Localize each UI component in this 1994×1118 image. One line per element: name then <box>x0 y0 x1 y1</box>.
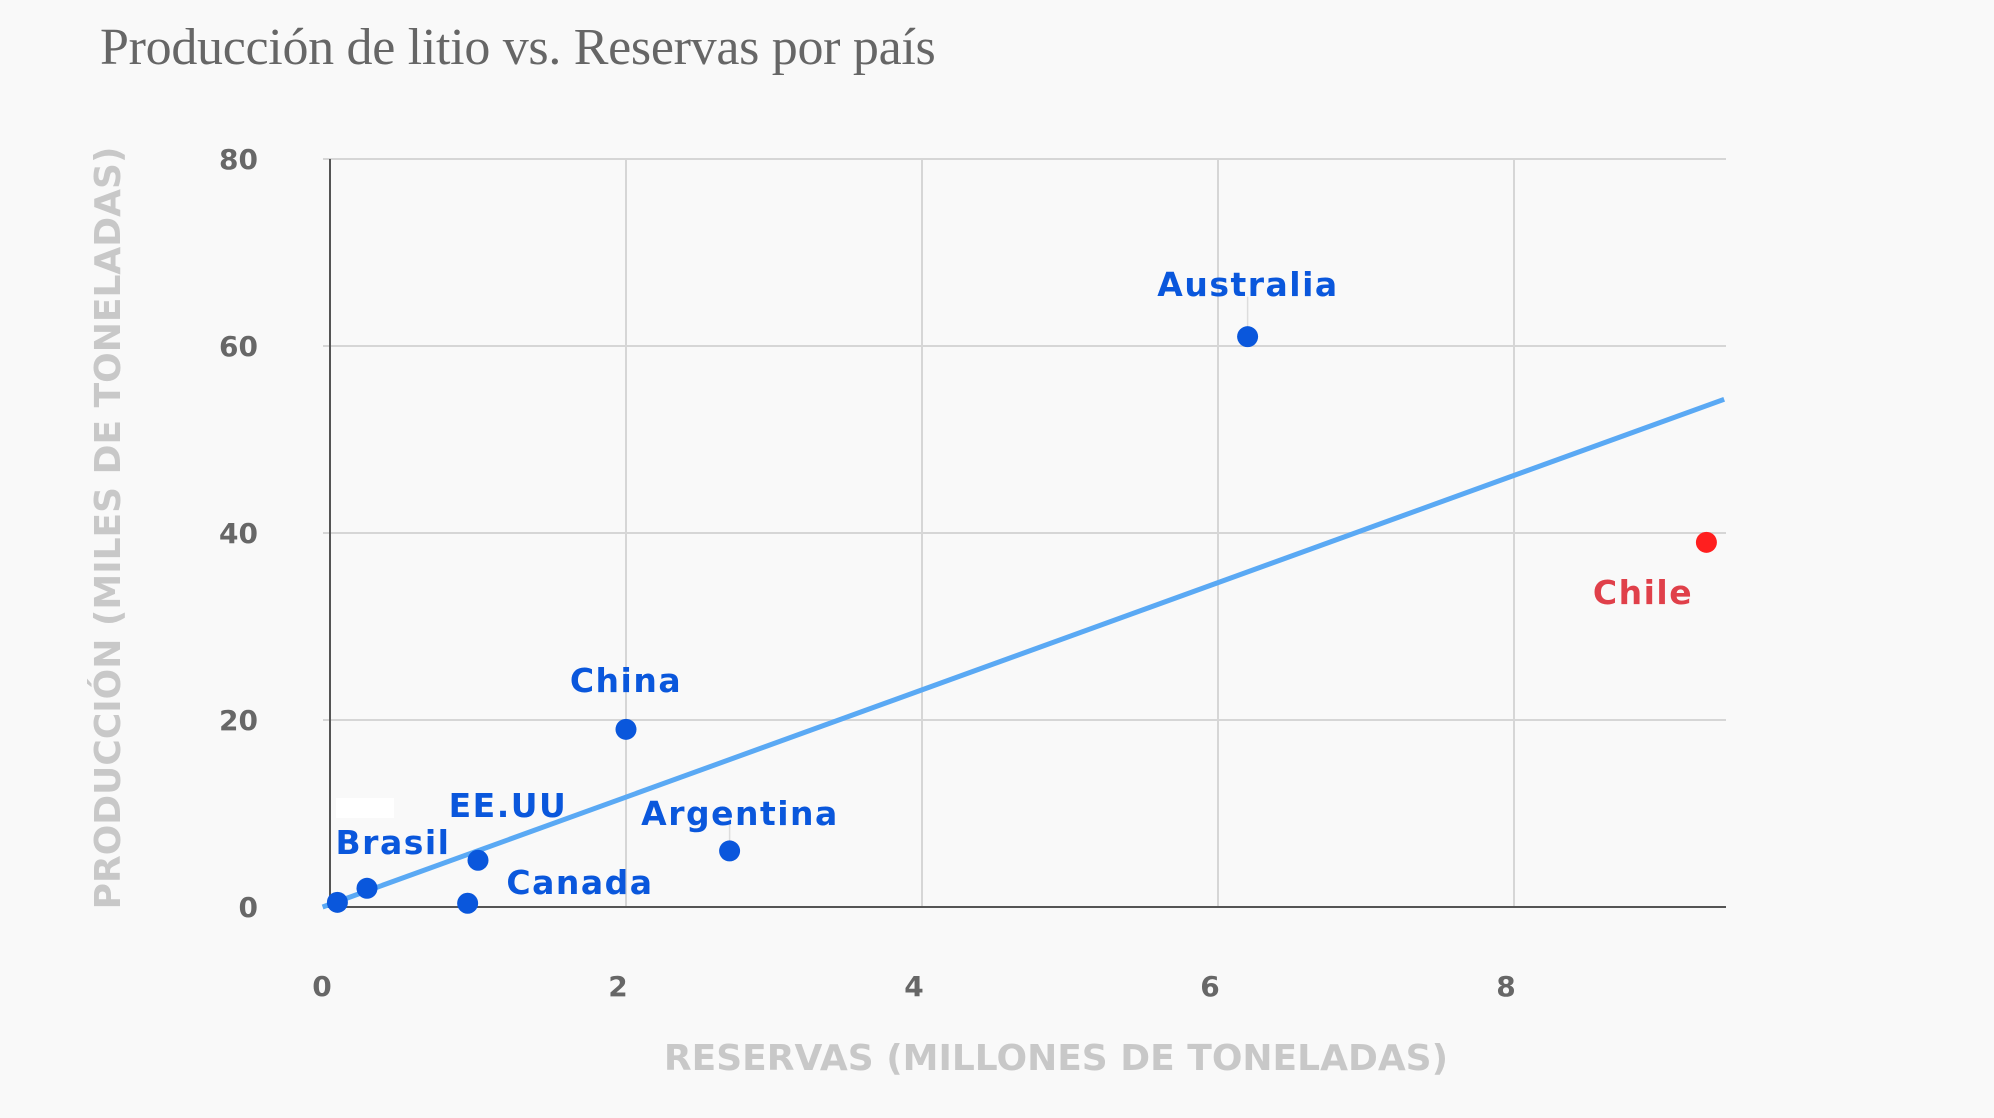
y-tick-label: 20 <box>219 704 258 737</box>
y-tick-label: 40 <box>219 517 258 550</box>
point-label: Chile <box>1593 573 1693 612</box>
point-label: Canada <box>506 863 653 902</box>
y-tick-label: 80 <box>219 143 258 176</box>
data-point <box>719 840 741 862</box>
point-label: Argentina <box>641 794 839 833</box>
x-tick-label: 6 <box>1200 970 1219 1003</box>
x-axis-ticks: 0 2 4 6 8 <box>312 970 1515 1003</box>
x-tick-label: 0 <box>312 970 331 1003</box>
data-point <box>457 892 479 914</box>
y-axis-title: PRODUCCIÓN (MILES DE TONELADAS) <box>87 147 129 910</box>
data-point <box>356 877 378 899</box>
data-point <box>615 718 637 740</box>
point-label: Australia <box>1157 265 1338 304</box>
point-label: EE.UU <box>449 786 568 825</box>
data-point <box>326 891 348 913</box>
point-label: China <box>570 661 682 700</box>
data-labels: Brasil Canada EE.UU China Argentina Australia… <box>336 265 1693 902</box>
data-point <box>1237 326 1259 348</box>
y-tick-label: 60 <box>219 330 258 363</box>
data-point <box>467 849 489 871</box>
y-tick-label: 0 <box>239 891 258 924</box>
axes <box>323 159 1726 908</box>
chart-title: Producción de litio vs. Reservas por paí… <box>100 19 936 76</box>
trendline-segment <box>321 396 1726 910</box>
x-axis-title: RESERVAS (MILLONES DE TONELADAS) <box>664 1038 1448 1079</box>
data-point <box>1695 531 1717 553</box>
y-axis-ticks: 0 20 40 60 80 <box>219 143 258 924</box>
point-label: Brasil <box>336 823 451 862</box>
x-tick-label: 2 <box>608 970 627 1003</box>
trendline <box>321 396 1726 910</box>
x-tick-label: 8 <box>1496 970 1515 1003</box>
gridlines <box>323 158 1726 907</box>
data-points <box>326 296 1717 914</box>
x-tick-label: 4 <box>904 970 923 1003</box>
label-smudge <box>336 798 394 818</box>
